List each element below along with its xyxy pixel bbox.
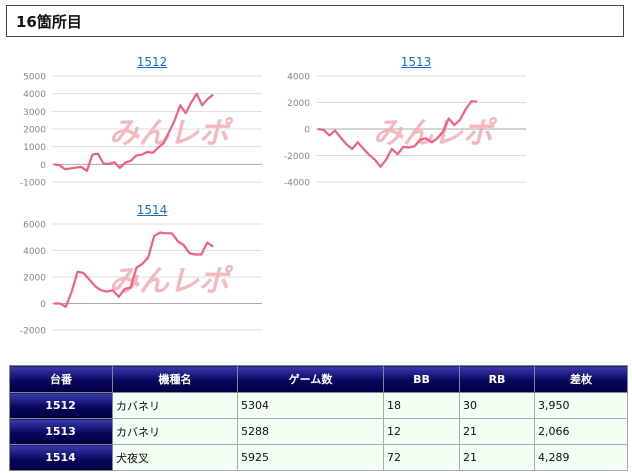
table-header-row: 台番 機種名 ゲーム数 BB RB 差枚	[9, 365, 628, 393]
header-machine-name: 機種名	[112, 365, 238, 393]
header-unit-number: 台番	[9, 365, 113, 393]
table-row: 1512 カバネリ 5304 18 30 3,950	[9, 392, 628, 419]
cell-unit-number: 1514	[9, 444, 113, 471]
y-tick-label: -4000	[284, 179, 310, 189]
cell-machine-name: カバネリ	[112, 392, 238, 419]
chart-title-1513-text[interactable]: 1513	[400, 55, 432, 69]
series-line	[54, 231, 214, 308]
chart-title-1513[interactable]: 1513	[376, 55, 456, 69]
y-tick-label: 3000	[23, 108, 46, 118]
y-tick-label: 4000	[23, 247, 46, 257]
header-game-count: ゲーム数	[237, 365, 384, 393]
watermark-logo: みんレポ	[373, 116, 498, 151]
cell-difference: 4,289	[534, 444, 628, 471]
y-tick-label: 2000	[287, 99, 310, 109]
chart-1514-svg: -2000 0 2000 4000 6000 みんレポ	[20, 221, 262, 337]
page-title-box: 16箇所目	[6, 5, 624, 37]
series-line	[53, 92, 214, 173]
cell-unit-number: 1513	[9, 418, 113, 445]
y-tick-label: 5000	[23, 73, 46, 83]
cell-game-count: 5304	[237, 392, 384, 419]
header-bb: BB	[383, 365, 460, 393]
y-tick-label: 0	[40, 300, 46, 310]
y-tick-label: 0	[40, 161, 46, 171]
watermark-logo: みんレポ	[109, 116, 234, 151]
y-tick-label: 1000	[23, 143, 46, 153]
machine-table: 台番 機種名 ゲーム数 BB RB 差枚 1512 カバネリ 5304 18 3…	[9, 365, 628, 471]
cell-bb: 72	[383, 444, 460, 471]
header-difference: 差枚	[534, 365, 628, 393]
y-tick-label: -2000	[284, 152, 310, 162]
watermark-logo: みんレポ	[109, 264, 234, 299]
y-tick-label: 4000	[23, 90, 46, 100]
chart-1514: -2000 0 2000 4000 6000 みんレポ	[0, 218, 270, 337]
cell-bb: 18	[383, 392, 460, 419]
cell-game-count: 5925	[237, 444, 384, 471]
series-line	[317, 100, 478, 168]
table-row: 1514 犬夜叉 5925 72 21 4,289	[9, 444, 628, 471]
cell-difference: 3,950	[534, 392, 628, 419]
page-title: 16箇所目	[16, 13, 82, 31]
y-tick-label: 2000	[23, 126, 46, 136]
cell-rb: 21	[459, 444, 535, 471]
chart-1513-svg: -4000 -2000 0 2000 4000 みんレポ	[284, 73, 526, 189]
chart-1512: -1000 0 1000 2000 3000 4000 5000 みんレポ	[0, 70, 270, 189]
chart-1513: -4000 -2000 0 2000 4000 みんレポ	[264, 70, 534, 189]
y-tick-label: -2000	[20, 327, 46, 337]
table-row: 1513 カバネリ 5288 12 21 2,066	[9, 418, 628, 445]
cell-machine-name: 犬夜叉	[112, 444, 238, 471]
y-tick-label: -1000	[20, 179, 46, 189]
y-tick-label: 0	[304, 126, 310, 136]
cell-rb: 30	[459, 392, 535, 419]
chart-title-1512-text[interactable]: 1512	[136, 55, 168, 69]
chart-title-1512[interactable]: 1512	[112, 55, 192, 69]
y-tick-label: 6000	[23, 221, 46, 231]
cell-unit-number: 1512	[9, 392, 113, 419]
cell-difference: 2,066	[534, 418, 628, 445]
y-tick-label: 2000	[23, 274, 46, 284]
cell-machine-name: カバネリ	[112, 418, 238, 445]
chart-title-1514[interactable]: 1514	[112, 203, 192, 217]
cell-game-count: 5288	[237, 418, 384, 445]
chart-1512-svg: -1000 0 1000 2000 3000 4000 5000 みんレポ	[20, 73, 262, 189]
header-rb: RB	[459, 365, 535, 393]
chart-title-1514-text[interactable]: 1514	[136, 203, 168, 217]
cell-bb: 12	[383, 418, 460, 445]
cell-rb: 21	[459, 418, 535, 445]
y-tick-label: 4000	[287, 73, 310, 83]
